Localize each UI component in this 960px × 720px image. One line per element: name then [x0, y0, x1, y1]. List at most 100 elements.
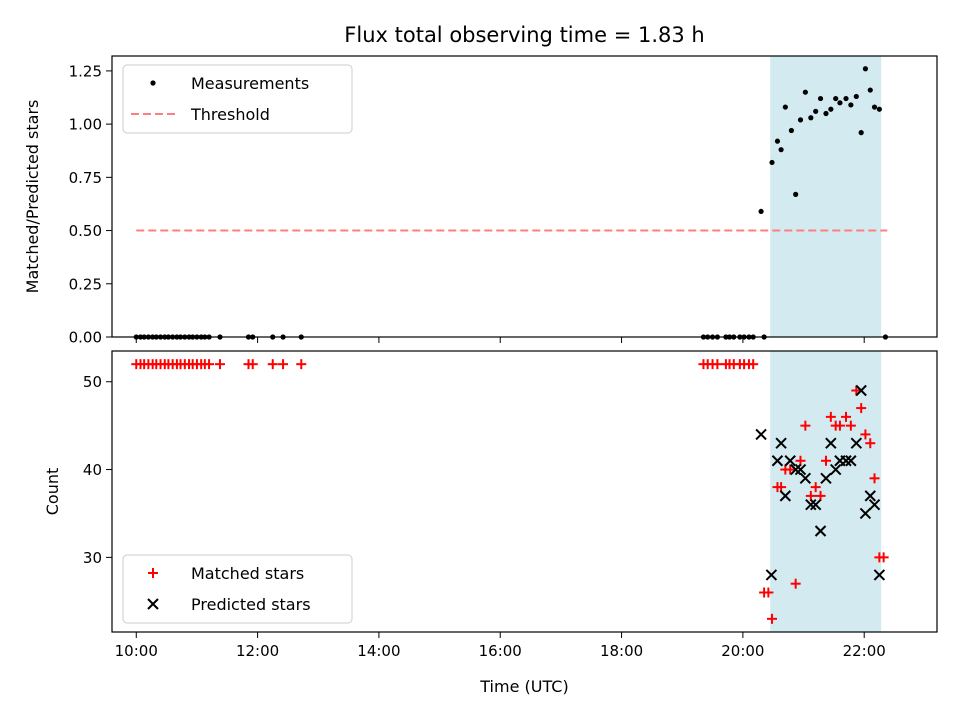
bottom-s0-point-35: [748, 359, 759, 370]
bottom-s1-point-12: [820, 472, 832, 485]
bottom-s1-point-23: [873, 569, 886, 581]
bottom-s0-point-47: [810, 482, 821, 493]
top-s0-point-48: [817, 95, 824, 102]
bottom-s0-point-45: [800, 420, 811, 431]
top-legend: Measurements Threshold: [122, 64, 353, 134]
bottom-s0-point-54: [845, 420, 856, 431]
top-shaded-span: [770, 56, 882, 337]
top-s0-point-44: [797, 117, 804, 123]
bottom-s0-point-43: [790, 578, 801, 589]
x-axis-label: Time (UTC): [479, 677, 568, 696]
bottom-s1-point-9: [805, 498, 817, 511]
bottom-legend-label-1: Predicted stars: [191, 595, 311, 614]
bottom-s1-point-17: [845, 455, 857, 467]
top-s0-point-40: [778, 147, 784, 153]
bottom-axes-frame: [111, 350, 938, 633]
bottom-s0-point-19: [214, 359, 225, 370]
x-tick-label-4: 18:00: [600, 642, 643, 660]
bottom-s1-point-7: [794, 463, 807, 476]
bottom-s0-point-38: [767, 613, 777, 624]
bottom-s0-point-46: [805, 490, 816, 501]
bottom-s0-point-49: [820, 455, 831, 466]
bottom-s0-point-59: [869, 473, 880, 484]
bottom-s1-point-21: [864, 490, 876, 502]
bottom-y-axis-label: Count: [43, 468, 62, 516]
top-s0-point-55: [853, 93, 859, 100]
bottom-s0-point-61: [878, 552, 889, 563]
bottom-s1-point-11: [814, 525, 827, 537]
top-s0-point-58: [867, 87, 873, 93]
top-s0-point-51: [833, 95, 839, 102]
x-tick-label-1: 12:00: [236, 642, 279, 660]
x-tick-label-6: 22:00: [843, 642, 886, 660]
top-s0-point-59: [871, 104, 878, 110]
top-s0-point-37: [758, 208, 764, 215]
bottom-s1-point-20: [859, 507, 872, 520]
bottom-y-tick-label-0: 30: [83, 549, 102, 567]
top-legend-label-0: Measurements: [191, 74, 309, 93]
bottom-y-tick-label-2: 50: [83, 373, 102, 391]
bottom-legend: Matched stars Predicted stars: [122, 554, 353, 624]
bottom-s1-point-13: [825, 437, 837, 449]
top-s0-point-39: [774, 138, 781, 144]
bottom-s1-point-8: [799, 472, 812, 485]
bottom-s0-point-28: [712, 359, 723, 370]
bottom-s0-point-23: [278, 359, 289, 370]
x-tick-label-0: 10:00: [115, 642, 158, 660]
x-tick-label-3: 16:00: [479, 642, 522, 660]
top-s0-point-53: [843, 95, 849, 102]
top-s0-point-52: [837, 100, 843, 106]
bottom-s1-point-19: [855, 384, 867, 397]
top-s0-point-41: [782, 104, 788, 110]
bottom-s0-point-24: [296, 359, 307, 370]
top-legend-box: [122, 64, 353, 134]
bottom-s0-point-55: [851, 385, 862, 396]
bottom-s1-point-1: [765, 569, 778, 581]
bottom-s1-point-6: [789, 463, 802, 476]
bottom-s0-point-42: [785, 464, 796, 475]
bottom-legend-marker-1: [147, 598, 159, 610]
x-tick-label-5: 20:00: [721, 642, 764, 660]
top-s0-point-50: [828, 106, 834, 112]
bottom-s1-point-4: [779, 490, 792, 502]
top-s0-point-49: [823, 110, 829, 117]
top-s0-point-38: [769, 159, 775, 166]
x-tick-label-2: 14:00: [357, 642, 400, 660]
top-y-tick-label-0: 0.00: [69, 329, 102, 347]
top-s0-point-42: [788, 127, 795, 134]
top-y-tick-label-1: 0.25: [69, 275, 102, 293]
bottom-y-tick-label-1: 40: [83, 461, 102, 479]
top-s0-point-54: [848, 102, 854, 108]
bottom-s0-point-22: [267, 359, 278, 370]
top-s0-point-43: [793, 191, 799, 197]
bottom-s1-point-14: [829, 463, 842, 476]
chart-title: Flux total observing time = 1.83 h: [344, 23, 704, 47]
bottom-s1-point-22: [868, 498, 881, 511]
top-y-tick-label-4: 1.00: [69, 116, 102, 134]
bottom-s1-point-0: [755, 428, 767, 441]
bottom-s0-point-53: [841, 411, 852, 422]
bottom-s0-point-58: [865, 438, 876, 449]
bottom-s0-point-44: [795, 455, 806, 466]
bottom-s1-point-2: [771, 455, 784, 467]
panel-counts: 30 40 50 10:00 12:00 14:00 16:00 18:00 20:00 22:0…: [43, 350, 938, 660]
bottom-s1-point-10: [809, 498, 822, 511]
bottom-s1-point-18: [850, 437, 863, 449]
top-s0-point-56: [858, 130, 864, 136]
top-y-tick-label-2: 0.50: [69, 222, 102, 240]
bottom-s0-point-48: [815, 490, 826, 501]
top-s0-point-57: [862, 66, 869, 72]
bottom-s0-point-56: [856, 403, 867, 414]
bottom-s1-point-5: [784, 455, 796, 467]
bottom-s0-point-37: [763, 587, 774, 598]
top-y-axis-label: Matched/Predicted stars: [23, 100, 42, 294]
top-y-tick-label-3: 0.75: [69, 169, 102, 187]
bottom-legend-marker-0: [148, 568, 158, 578]
bottom-legend-label-0: Matched stars: [191, 564, 304, 583]
bottom-s0-point-50: [825, 411, 836, 422]
top-legend-marker-0: [150, 80, 156, 86]
bottom-s0-point-18: [204, 359, 215, 370]
top-y-tick-label-5: 1.25: [69, 62, 102, 80]
top-s0-point-47: [813, 108, 819, 114]
